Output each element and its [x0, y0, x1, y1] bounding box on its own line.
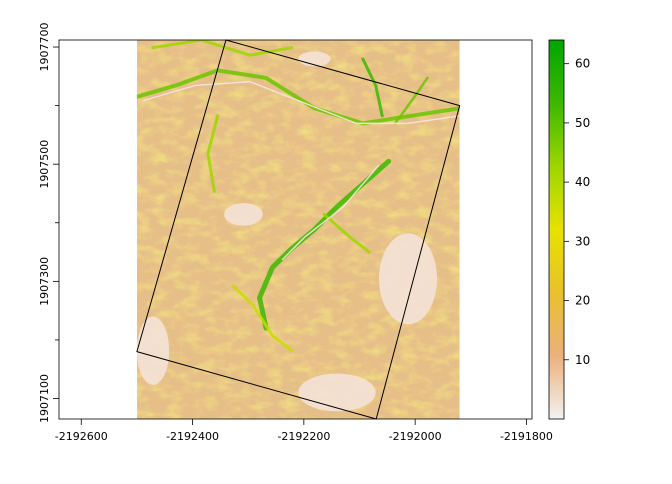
x-tick-label: -2192400 [166, 430, 219, 443]
raster-layer [136, 40, 460, 419]
y-axis: 1907100 1907300 1907500 1907700 [38, 23, 59, 423]
low-slope-patch [136, 316, 170, 385]
ridge-line [232, 284, 294, 353]
raster-texture [136, 40, 460, 419]
y-tick-label: 1907300 [38, 257, 51, 306]
plot-frame [58, 39, 533, 420]
ridge-line [393, 76, 429, 125]
colorbar-tick-label: 30 [575, 234, 590, 248]
colorbar-tick-label: 10 [575, 353, 590, 367]
colorbar-ticks: 10 20 30 40 50 60 [564, 57, 590, 367]
colorbar-tick-label: 20 [575, 294, 590, 308]
low-slope-patch [298, 51, 331, 67]
ridge-line [151, 40, 294, 57]
y-tick-label: 1907100 [38, 374, 51, 423]
channel-line [143, 80, 460, 125]
colorbar-tick-label: 40 [575, 175, 590, 189]
colorbar: 10 20 30 40 50 60 [548, 39, 590, 420]
y-tick-label: 1907700 [38, 23, 51, 72]
ridge-line [322, 212, 371, 254]
ridge-line [361, 57, 384, 118]
x-tick-label: -2191800 [500, 430, 553, 443]
ridge-line [206, 114, 220, 194]
low-slope-patch [224, 202, 263, 226]
x-tick-label: -2192000 [389, 430, 442, 443]
x-tick-label: -2192600 [55, 430, 108, 443]
colorbar-tick-label: 60 [575, 57, 590, 71]
x-axis: -2192600 -2192400 -2192200 -2192000 -2191800 [55, 419, 553, 443]
colorbar-tick-label: 50 [575, 116, 590, 130]
y-tick-label: 1907500 [38, 140, 51, 189]
ridge-line [136, 68, 460, 126]
x-tick-label: -2192200 [277, 430, 330, 443]
channel-line [281, 164, 380, 261]
low-slope-patch [298, 373, 376, 412]
low-slope-patch [378, 233, 438, 325]
colorbar-ramp [548, 39, 565, 420]
